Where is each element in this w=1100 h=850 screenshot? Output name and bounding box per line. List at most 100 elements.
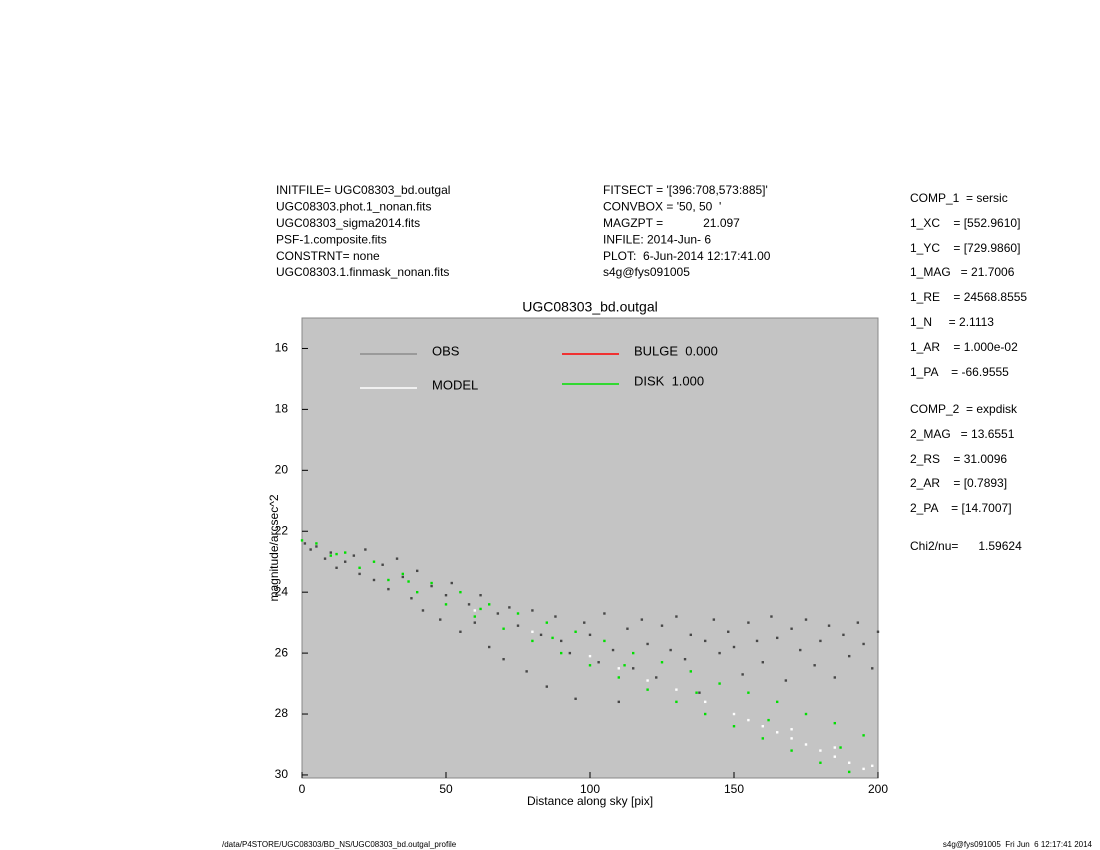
data-point: [473, 621, 476, 624]
data-point: [689, 670, 692, 673]
info-left: UGC08303.1.finmask_nonan.fits: [276, 265, 449, 279]
y-tick-label: 20: [275, 462, 289, 476]
data-point: [833, 755, 836, 758]
data-point: [626, 627, 629, 630]
data-point: [502, 657, 505, 661]
data-point: [539, 633, 543, 637]
data-point: [790, 749, 793, 752]
data-point: [508, 606, 511, 609]
legend-label: OBS: [432, 343, 460, 358]
data-point: [344, 551, 347, 554]
data-point: [727, 630, 730, 633]
data-point: [303, 542, 307, 545]
data-point: [473, 615, 476, 618]
data-point: [309, 548, 312, 551]
data-point: [335, 552, 338, 556]
y-tick-label: 30: [275, 767, 289, 781]
data-point: [839, 746, 842, 749]
data-point: [588, 654, 592, 658]
info-middle: INFILE: 2014-Jun- 6: [603, 232, 711, 246]
data-point: [444, 603, 448, 606]
data-point: [741, 673, 744, 676]
info-left: PSF-1.composite.fits: [276, 232, 387, 246]
data-point: [646, 688, 649, 691]
legend-label: MODEL: [432, 377, 478, 392]
data-point: [568, 651, 572, 655]
x-tick-label: 200: [868, 782, 888, 796]
data-point: [329, 551, 332, 554]
data-point: [372, 578, 376, 582]
y-tick-label: 26: [275, 645, 289, 659]
data-point: [473, 609, 476, 612]
data-point: [516, 612, 520, 615]
data-point: [531, 639, 534, 643]
data-point: [479, 594, 482, 597]
data-point: [335, 566, 338, 570]
data-point: [819, 639, 822, 643]
data-point: [819, 761, 822, 764]
data-point: [430, 584, 433, 588]
data-point: [747, 718, 750, 722]
data-point: [632, 667, 635, 670]
data-point: [352, 554, 356, 557]
data-point: [804, 743, 808, 746]
plot-area: [301, 317, 879, 779]
data-point: [833, 676, 836, 679]
parameter: COMP_2 = expdisk: [910, 402, 1018, 416]
data-point: [444, 594, 448, 597]
data-point: [675, 615, 678, 618]
y-tick-label: 28: [275, 706, 289, 720]
data-point: [761, 661, 764, 664]
data-point: [531, 609, 534, 612]
data-point: [646, 642, 649, 646]
data-point: [381, 563, 384, 566]
info-middle: MAGZPT = 21.097: [603, 216, 740, 230]
data-point: [646, 679, 649, 682]
data-point: [597, 661, 600, 664]
data-point: [315, 545, 318, 548]
data-point: [848, 654, 851, 658]
data-point: [531, 630, 534, 633]
parameter: 1_N = 2.1113: [910, 315, 994, 329]
data-point: [560, 651, 563, 655]
data-point: [479, 607, 482, 611]
data-point: [660, 624, 664, 627]
data-point: [698, 691, 701, 694]
legend-label: BULGE 0.000: [634, 343, 718, 358]
footer-path: /data/P4STORE/UGC08303/BD_NS/UGC08303_bd…: [222, 840, 457, 849]
data-point: [525, 670, 528, 673]
x-tick-label: 100: [580, 782, 600, 796]
info-left: UGC08303.phot.1_nonan.fits: [276, 200, 431, 214]
parameter: 1_XC = [552.9610]: [910, 216, 1020, 230]
data-point: [819, 749, 822, 752]
data-point: [747, 691, 750, 694]
data-point: [560, 639, 563, 643]
data-point: [799, 648, 802, 652]
data-point: [407, 580, 410, 583]
x-tick-label: 150: [724, 782, 744, 796]
data-point: [767, 718, 770, 722]
chart-title: UGC08303_bd.outgal: [522, 299, 657, 315]
data-point: [761, 725, 764, 728]
data-point: [640, 618, 644, 621]
x-tick-label: 0: [299, 782, 306, 796]
data-point: [574, 630, 577, 633]
data-point: [588, 633, 592, 637]
data-point: [655, 676, 658, 679]
data-point: [704, 639, 707, 643]
data-point: [683, 657, 687, 661]
data-point: [856, 621, 860, 624]
data-point: [776, 731, 779, 734]
data-point: [300, 539, 304, 542]
data-point: [689, 633, 692, 637]
data-point: [675, 700, 678, 704]
data-point: [545, 685, 548, 688]
data-point: [358, 566, 361, 570]
data-point: [747, 621, 750, 624]
data-point: [496, 612, 500, 615]
parameter: 2_AR = [0.7893]: [910, 476, 1007, 490]
data-point: [833, 746, 836, 749]
x-axis-label: Distance along sky [pix]: [527, 794, 653, 808]
info-middle: s4g@fys091005: [603, 265, 690, 279]
data-point: [718, 651, 721, 655]
